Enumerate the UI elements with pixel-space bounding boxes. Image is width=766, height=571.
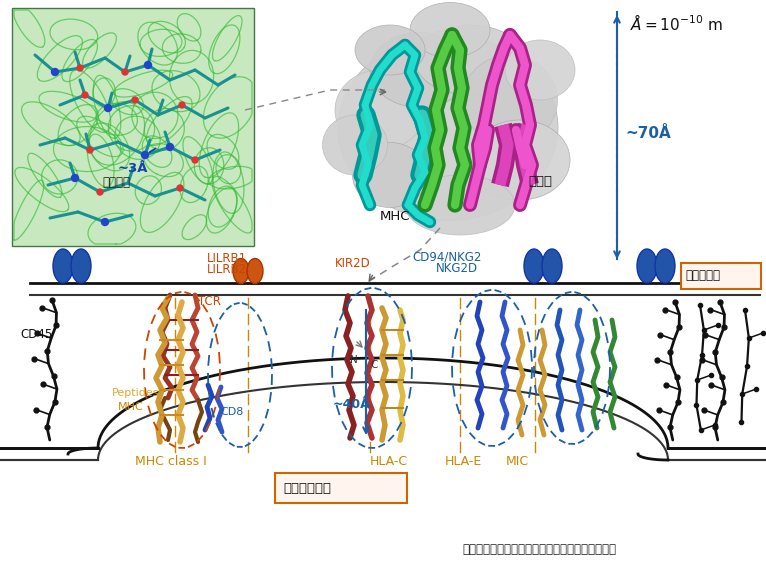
Ellipse shape: [542, 249, 562, 283]
Text: HLA-E: HLA-E: [445, 455, 483, 468]
Text: LILRB2: LILRB2: [207, 263, 247, 276]
Text: CD94/NKG2: CD94/NKG2: [412, 251, 481, 264]
Circle shape: [71, 175, 78, 182]
Ellipse shape: [355, 25, 425, 75]
Ellipse shape: [335, 70, 425, 150]
Ellipse shape: [470, 120, 570, 200]
Ellipse shape: [655, 249, 675, 283]
Ellipse shape: [247, 259, 263, 283]
Ellipse shape: [233, 259, 249, 283]
Ellipse shape: [338, 35, 558, 220]
Text: 水素結合: 水素結合: [102, 176, 130, 189]
Ellipse shape: [524, 249, 544, 283]
Circle shape: [177, 185, 183, 191]
Text: CD8: CD8: [220, 407, 244, 417]
Text: LILRB1: LILRB1: [207, 252, 247, 265]
Text: 受容体: 受容体: [528, 175, 552, 188]
Circle shape: [77, 65, 83, 71]
Text: 免疫系細脹: 免疫系細脹: [685, 269, 720, 282]
Ellipse shape: [352, 143, 427, 207]
Text: $\AA = 10^{-10}$ m: $\AA = 10^{-10}$ m: [630, 13, 723, 33]
Circle shape: [145, 62, 152, 69]
Text: N: N: [350, 355, 358, 365]
Text: ~40Å: ~40Å: [333, 398, 371, 411]
Text: HLA-C: HLA-C: [370, 455, 408, 468]
Text: MHC: MHC: [380, 210, 411, 223]
Circle shape: [179, 102, 185, 108]
Text: KIR2D: KIR2D: [335, 257, 371, 270]
Text: ~70Å: ~70Å: [625, 126, 671, 141]
Circle shape: [102, 219, 109, 226]
Ellipse shape: [322, 115, 388, 175]
Circle shape: [122, 69, 128, 75]
Text: MHC class Ⅰ: MHC class Ⅰ: [135, 455, 207, 468]
Text: 『創薬研究のための相互作用解析パーフェクト』: 『創薬研究のための相互作用解析パーフェクト』: [462, 543, 616, 556]
Text: C: C: [370, 360, 378, 370]
Text: MIC: MIC: [506, 455, 529, 468]
FancyBboxPatch shape: [681, 263, 761, 289]
Ellipse shape: [410, 2, 490, 58]
Ellipse shape: [370, 33, 470, 107]
Text: ~3Å: ~3Å: [118, 162, 149, 175]
Circle shape: [87, 147, 93, 153]
Ellipse shape: [637, 249, 657, 283]
FancyBboxPatch shape: [275, 473, 407, 503]
Ellipse shape: [71, 249, 91, 283]
Ellipse shape: [463, 55, 558, 145]
Text: MHC: MHC: [118, 402, 144, 412]
Circle shape: [97, 189, 103, 195]
Text: Peptides: Peptides: [112, 388, 159, 398]
Circle shape: [192, 157, 198, 163]
Circle shape: [104, 104, 112, 111]
Ellipse shape: [415, 25, 525, 95]
Text: TCR: TCR: [198, 295, 221, 308]
Circle shape: [82, 92, 88, 98]
FancyBboxPatch shape: [12, 8, 254, 246]
Text: CD45: CD45: [20, 328, 52, 341]
Text: 抗原提示細脹: 抗原提示細脹: [283, 482, 331, 495]
Circle shape: [166, 143, 174, 151]
Ellipse shape: [505, 40, 575, 100]
Circle shape: [51, 69, 58, 75]
Ellipse shape: [53, 249, 73, 283]
Ellipse shape: [405, 175, 515, 235]
Circle shape: [142, 151, 149, 159]
Circle shape: [132, 97, 138, 103]
Text: NKG2D: NKG2D: [436, 262, 478, 275]
